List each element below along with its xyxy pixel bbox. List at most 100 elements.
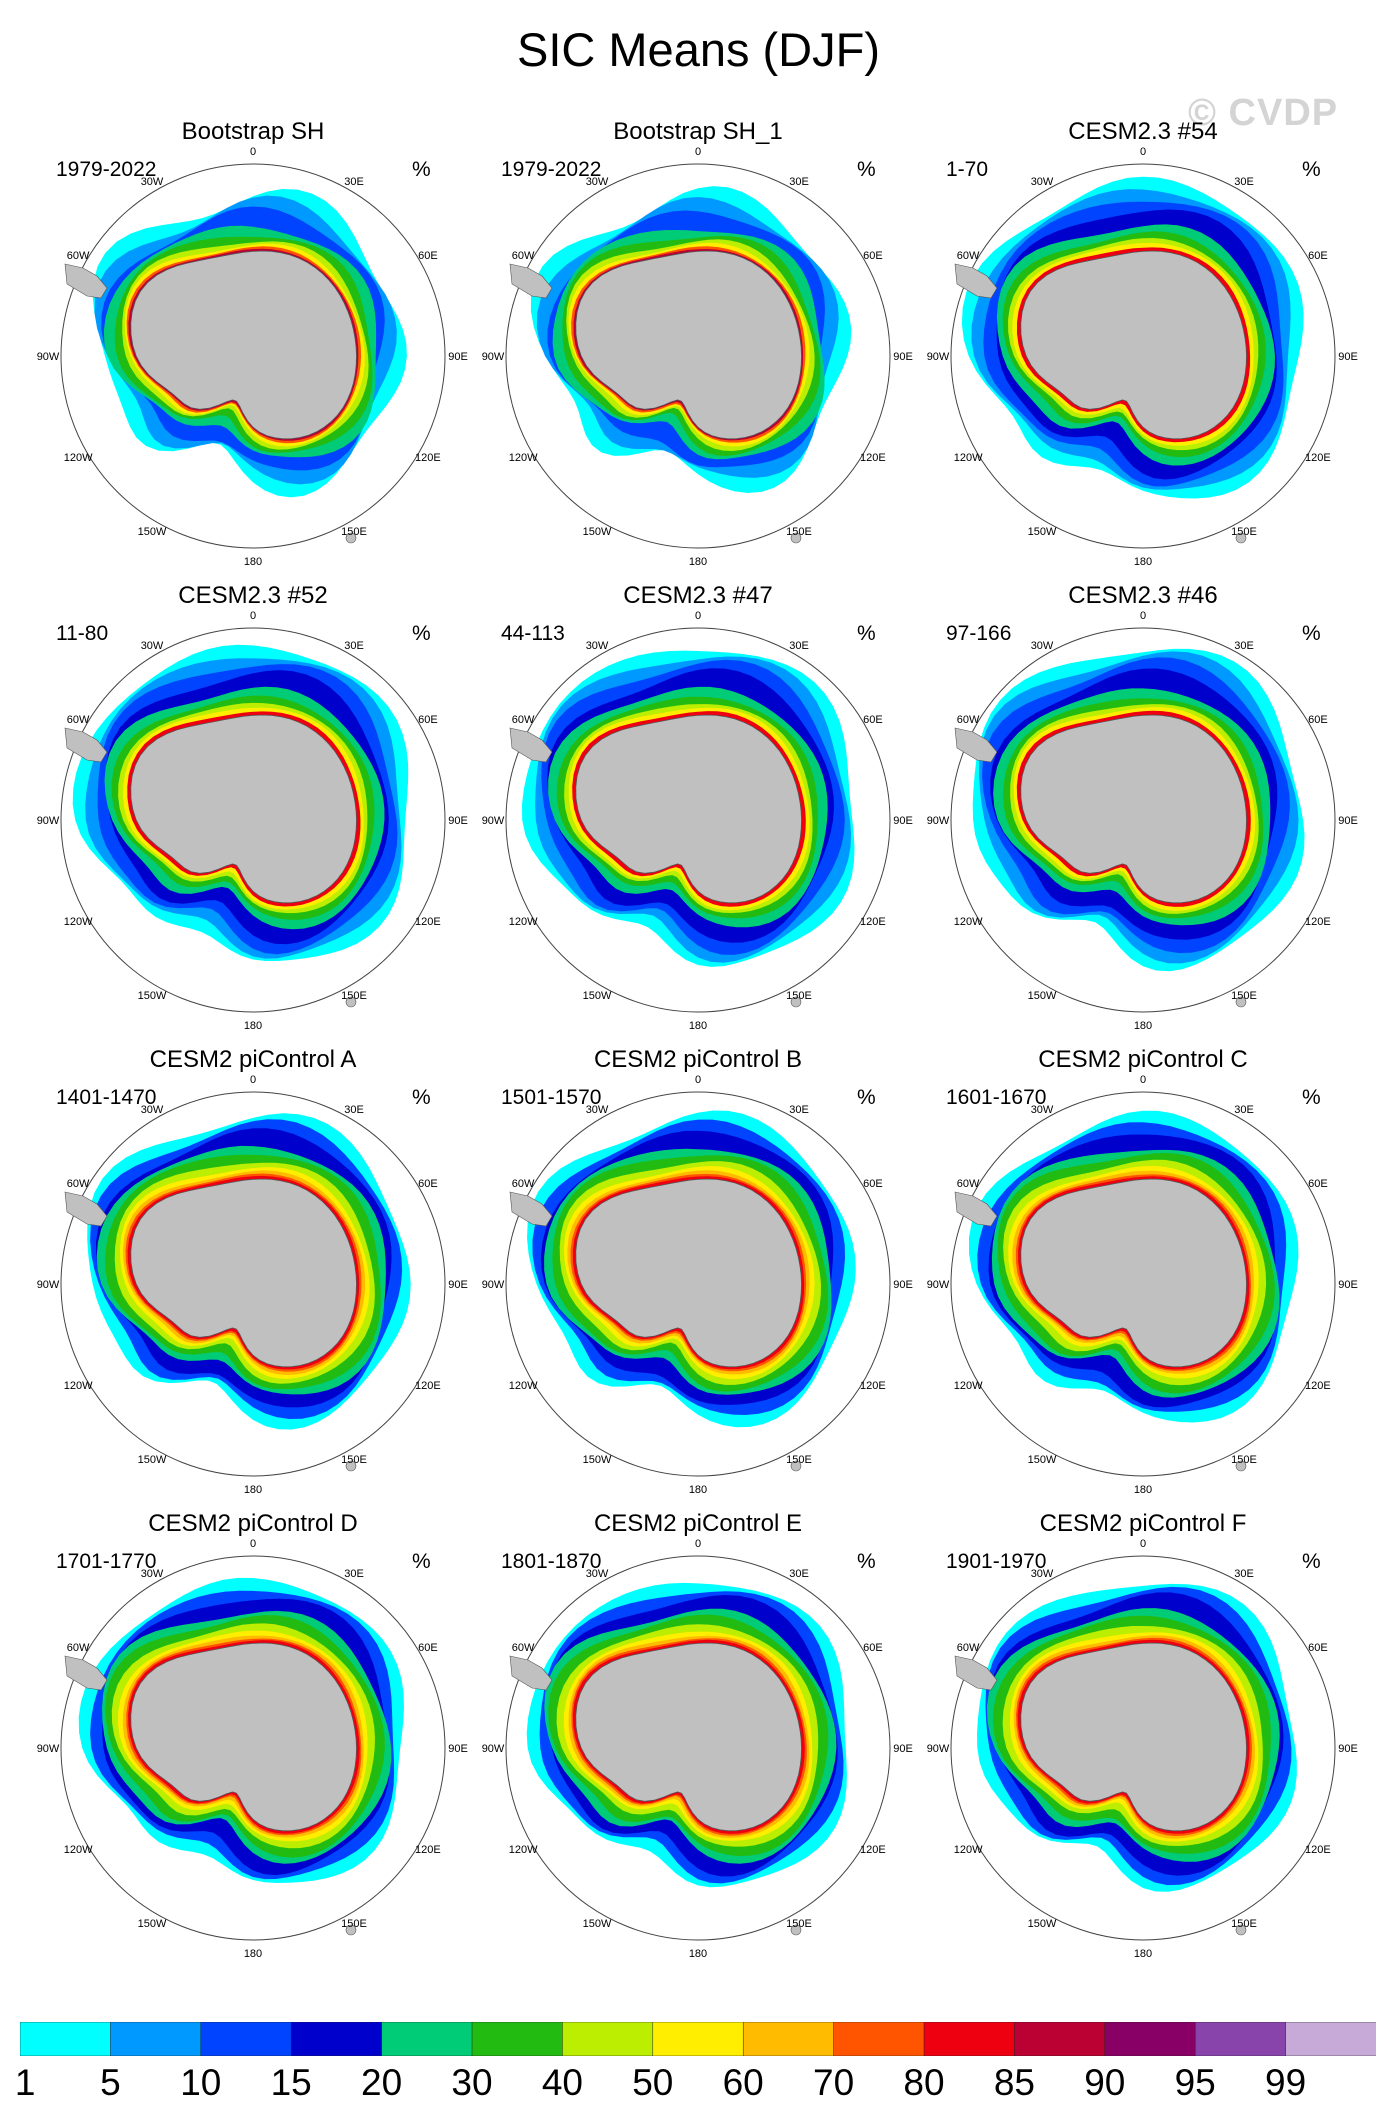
longitude-label: 0 bbox=[695, 146, 701, 158]
longitude-label: 60E bbox=[863, 1642, 883, 1654]
longitude-label: 0 bbox=[1140, 1074, 1146, 1086]
longitude-label: 90E bbox=[893, 1279, 913, 1291]
map-panel: 0 30E 60E 90E 120E 150E 180 150W 120W 90W 60W 30W Bo… bbox=[471, 118, 925, 578]
longitude-label: 60W bbox=[512, 714, 535, 726]
colorbar-tick-label: 40 bbox=[541, 2062, 583, 2103]
polar-map: 0 30E 60E 90E 120E 150E 180 150W 120W 90W 60W 30W bbox=[37, 1538, 468, 1960]
colorbar-swatch bbox=[110, 2022, 202, 2056]
longitude-label: 120E bbox=[1305, 1380, 1331, 1392]
longitude-label: 150W bbox=[1028, 1918, 1057, 1930]
longitude-label: 30W bbox=[586, 1568, 609, 1580]
longitude-label: 150E bbox=[786, 1918, 812, 1930]
longitude-label: 30W bbox=[141, 176, 164, 188]
south-america-tip bbox=[509, 263, 553, 299]
longitude-label: 0 bbox=[250, 610, 256, 622]
colorbar-swatch bbox=[1104, 2022, 1196, 2056]
panel-years: 1601-1670 bbox=[946, 1086, 1047, 1109]
antarctica-land bbox=[1020, 714, 1247, 904]
colorbar-tick-label: 85 bbox=[993, 2062, 1035, 2103]
longitude-label: 150W bbox=[583, 526, 612, 538]
longitude-label: 150E bbox=[341, 526, 367, 538]
south-america-tip bbox=[509, 1655, 553, 1691]
longitude-label: 180 bbox=[689, 1020, 707, 1032]
new-zealand-island bbox=[790, 1924, 802, 1936]
longitude-label: 150E bbox=[786, 1454, 812, 1466]
map-panel: 0 30E 60E 90E 120E 150E 180 150W 120W 90W 60W 30W CE… bbox=[916, 582, 1370, 1042]
longitude-label: 120W bbox=[954, 452, 983, 464]
panel-title: CESM2 piControl C bbox=[1038, 1046, 1248, 1073]
colorbar-tick-label: 5 bbox=[100, 2062, 121, 2103]
longitude-label: 0 bbox=[1140, 610, 1146, 622]
longitude-label: 90W bbox=[927, 815, 950, 827]
longitude-label: 60W bbox=[957, 1178, 980, 1190]
panel-title: Bootstrap SH_1 bbox=[613, 118, 783, 145]
longitude-label: 30E bbox=[1234, 1568, 1254, 1580]
colorbar-swatch bbox=[1194, 2022, 1287, 2056]
longitude-label: 150W bbox=[583, 1918, 612, 1930]
map-panel: 0 30E 60E 90E 120E 150E 180 150W 120W 90W 60W 30W CE… bbox=[471, 1046, 925, 1506]
watermark: © CVDP bbox=[1188, 92, 1339, 134]
colorbar bbox=[20, 2022, 1376, 2056]
longitude-label: 30W bbox=[586, 640, 609, 652]
antarctica-land bbox=[1020, 1642, 1247, 1832]
polar-map: 0 30E 60E 90E 120E 150E 180 150W 120W 90W 60W 30W bbox=[927, 146, 1358, 568]
longitude-label: 30W bbox=[1031, 1568, 1054, 1580]
longitude-label: 60E bbox=[1308, 714, 1328, 726]
longitude-label: 60W bbox=[67, 250, 90, 262]
longitude-label: 150E bbox=[786, 990, 812, 1002]
panel-units: % bbox=[857, 158, 876, 181]
panel-title: CESM2 piControl F bbox=[1039, 1510, 1247, 1537]
longitude-label: 90E bbox=[893, 815, 913, 827]
antarctica-land bbox=[130, 1178, 357, 1368]
south-america-tip bbox=[954, 263, 998, 299]
longitude-label: 90W bbox=[482, 1743, 505, 1755]
longitude-label: 150W bbox=[1028, 526, 1057, 538]
longitude-label: 60E bbox=[1308, 1642, 1328, 1654]
colorbar-tick-label: 15 bbox=[270, 2062, 312, 2103]
longitude-label: 90W bbox=[927, 351, 950, 363]
panel-years: 44-113 bbox=[501, 622, 565, 645]
polar-map: 0 30E 60E 90E 120E 150E 180 150W 120W 90W 60W 30W bbox=[482, 146, 913, 568]
longitude-label: 30W bbox=[1031, 1104, 1054, 1116]
longitude-label: 120W bbox=[509, 452, 538, 464]
longitude-label: 120W bbox=[954, 1844, 983, 1856]
colorbar-tick-label: 60 bbox=[722, 2062, 764, 2103]
new-zealand-island bbox=[1235, 1924, 1247, 1936]
new-zealand-island bbox=[790, 1460, 802, 1472]
longitude-label: 60W bbox=[67, 714, 90, 726]
longitude-label: 120W bbox=[64, 1380, 93, 1392]
longitude-label: 90W bbox=[37, 815, 60, 827]
longitude-label: 30W bbox=[141, 640, 164, 652]
longitude-label: 30E bbox=[789, 1104, 809, 1116]
longitude-label: 60E bbox=[1308, 1178, 1328, 1190]
longitude-label: 30E bbox=[1234, 176, 1254, 188]
panel-units: % bbox=[857, 1086, 876, 1109]
longitude-label: 180 bbox=[244, 1484, 262, 1496]
longitude-label: 0 bbox=[1140, 146, 1146, 158]
map-panel: 0 30E 60E 90E 120E 150E 180 150W 120W 90W 60W 30W CE… bbox=[916, 118, 1370, 578]
longitude-label: 60W bbox=[512, 1642, 535, 1654]
longitude-label: 90E bbox=[1338, 1743, 1358, 1755]
panel-title: CESM2 piControl D bbox=[148, 1510, 358, 1537]
longitude-label: 30W bbox=[141, 1104, 164, 1116]
antarctica-land bbox=[1020, 1178, 1247, 1368]
map-panel: 0 30E 60E 90E 120E 150E 180 150W 120W 90W 60W 30W CE… bbox=[26, 1510, 480, 1970]
longitude-label: 150W bbox=[138, 1454, 167, 1466]
longitude-label: 90W bbox=[927, 1743, 950, 1755]
longitude-label: 60E bbox=[418, 250, 438, 262]
longitude-label: 90E bbox=[448, 351, 468, 363]
longitude-label: 90W bbox=[37, 1743, 60, 1755]
longitude-label: 120W bbox=[954, 1380, 983, 1392]
longitude-label: 60E bbox=[418, 1642, 438, 1654]
antarctica-land bbox=[575, 1642, 802, 1832]
longitude-label: 150E bbox=[341, 990, 367, 1002]
longitude-label: 150E bbox=[786, 526, 812, 538]
south-america-tip bbox=[64, 1655, 108, 1691]
longitude-label: 90W bbox=[37, 1279, 60, 1291]
longitude-label: 120W bbox=[64, 452, 93, 464]
new-zealand-island bbox=[345, 1924, 357, 1936]
longitude-label: 150W bbox=[138, 1918, 167, 1930]
colorbar-swatch bbox=[923, 2022, 1016, 2056]
polar-map: 0 30E 60E 90E 120E 150E 180 150W 120W 90W 60W 30W bbox=[37, 1074, 468, 1496]
longitude-label: 90W bbox=[482, 1279, 505, 1291]
